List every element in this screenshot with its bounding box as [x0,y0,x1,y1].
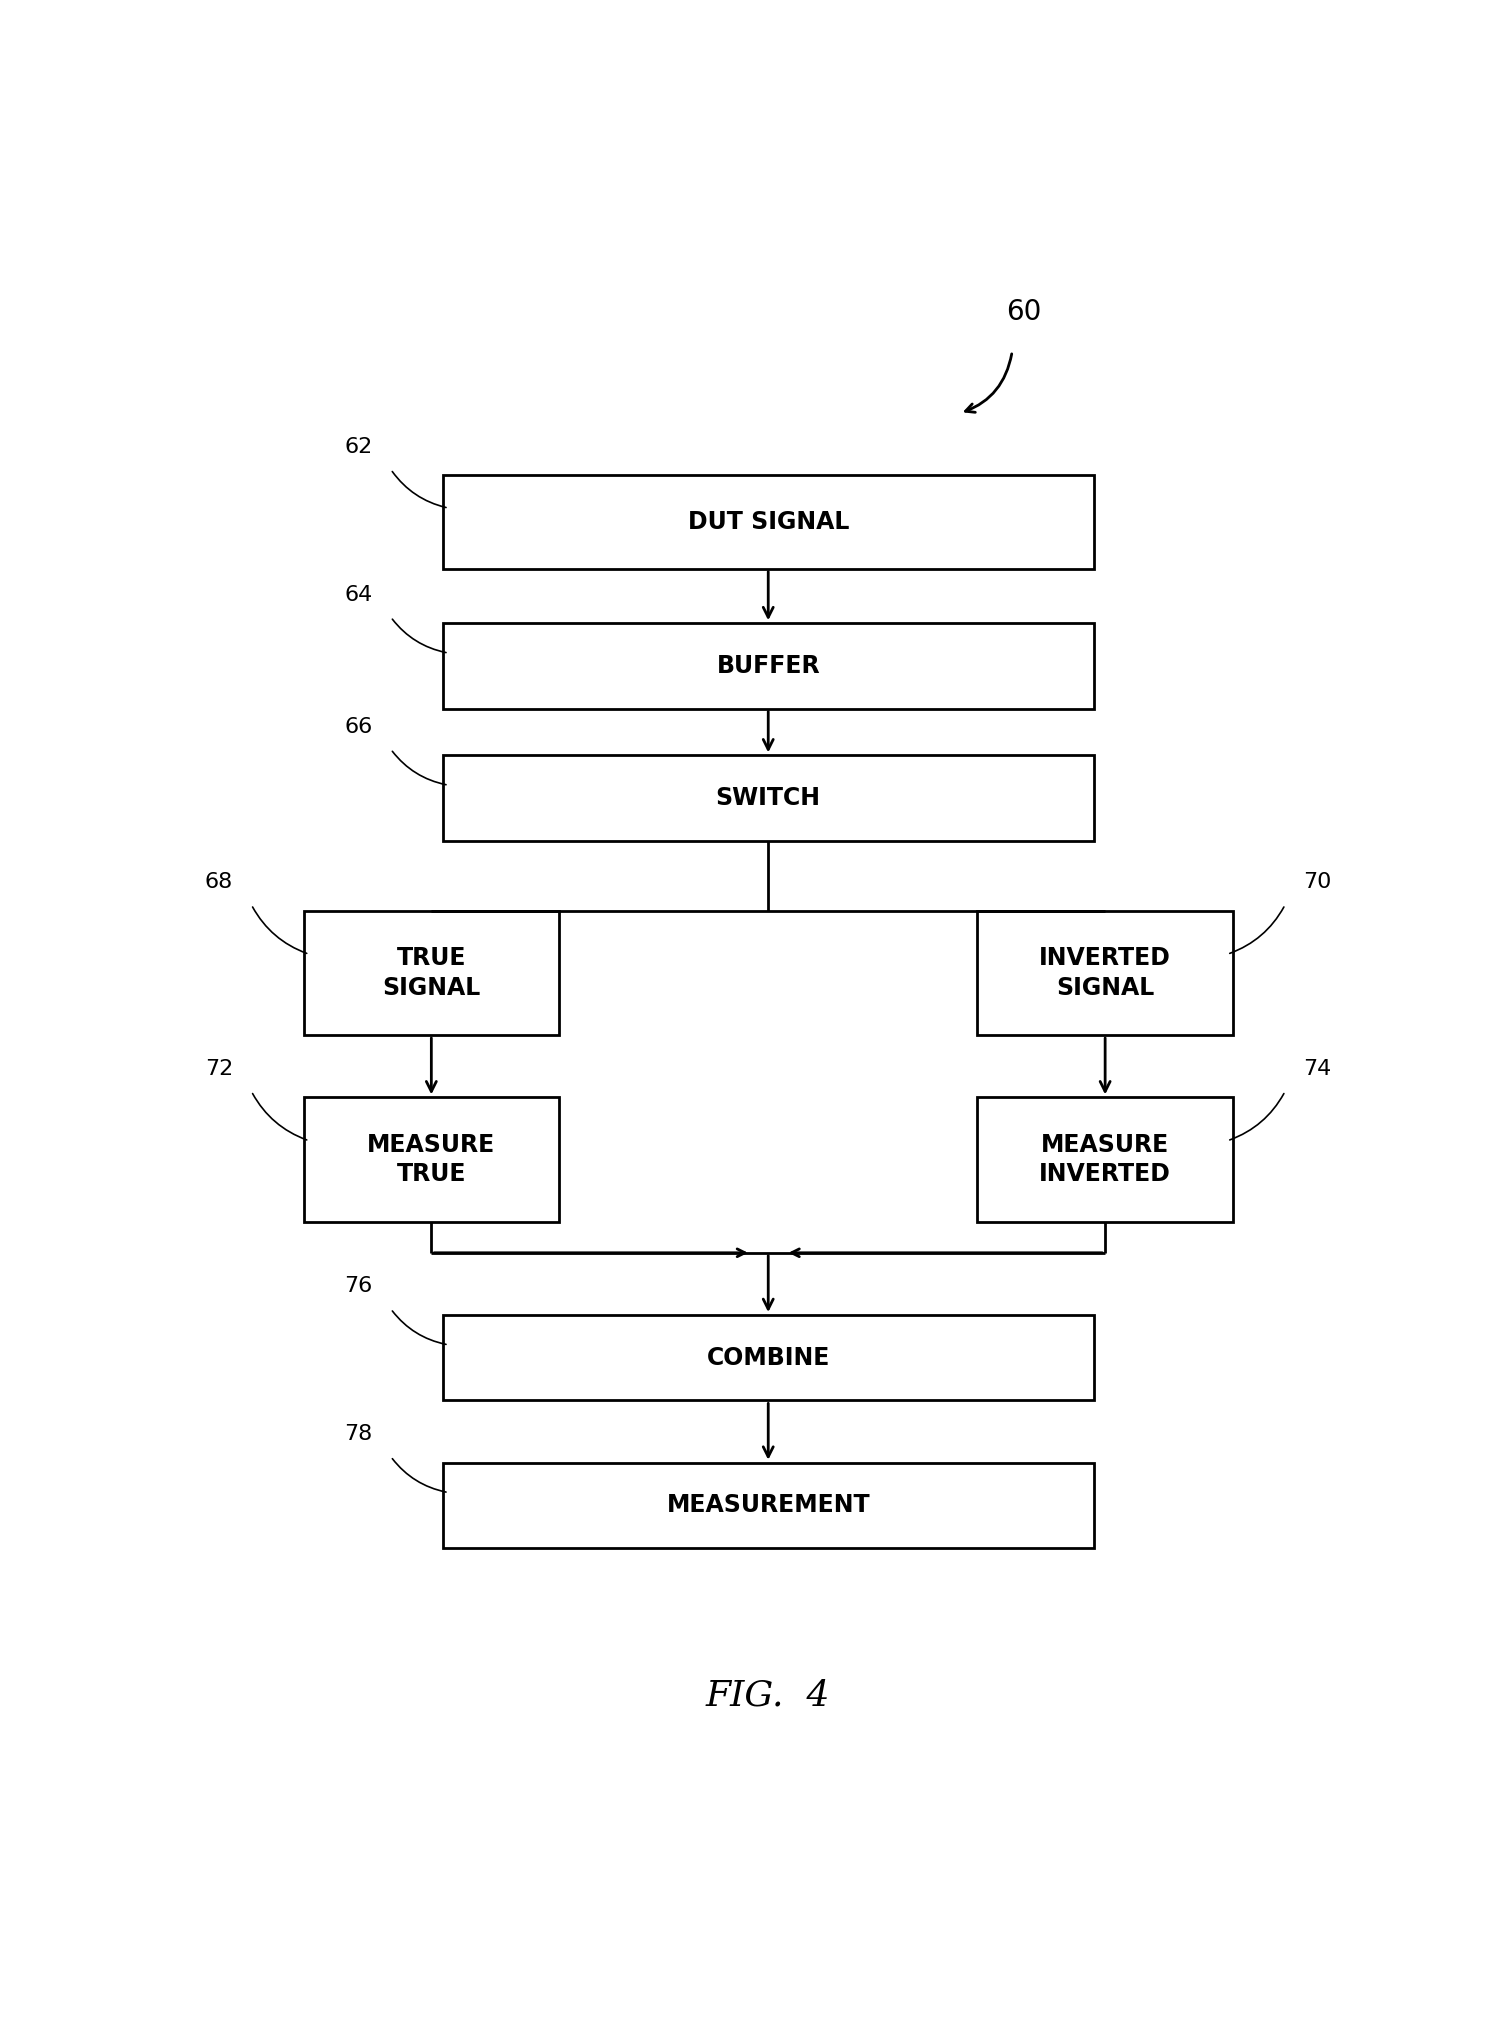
Text: MEASURE
INVERTED: MEASURE INVERTED [1039,1133,1171,1187]
Text: DUT SIGNAL: DUT SIGNAL [688,511,848,535]
Text: COMBINE: COMBINE [706,1347,830,1369]
Text: 76: 76 [345,1276,372,1296]
Text: 68: 68 [205,872,232,892]
Bar [444,1462,1094,1549]
Bar [444,1314,1094,1401]
Text: INVERTED
SIGNAL: INVERTED SIGNAL [1039,947,1171,999]
Bar [977,911,1234,1036]
Bar [444,624,1094,709]
Text: 72: 72 [205,1058,232,1078]
Text: BUFFER: BUFFER [717,654,820,678]
Text: MEASUREMENT: MEASUREMENT [667,1494,869,1518]
Bar [977,1096,1234,1221]
Bar [444,474,1094,569]
Text: TRUE
SIGNAL: TRUE SIGNAL [382,947,481,999]
Text: FIG.  4: FIG. 4 [706,1680,830,1712]
Text: 62: 62 [345,436,372,456]
Text: MEASURE
TRUE: MEASURE TRUE [367,1133,496,1187]
Text: 78: 78 [345,1423,372,1444]
Text: 70: 70 [1303,872,1331,892]
Bar [303,1096,559,1221]
Text: 60: 60 [1006,299,1042,327]
Text: SWITCH: SWITCH [715,785,821,810]
Bar [303,911,559,1036]
Bar [444,755,1094,840]
Text: 74: 74 [1304,1058,1331,1078]
Text: 66: 66 [345,717,372,737]
Text: 64: 64 [345,586,372,604]
